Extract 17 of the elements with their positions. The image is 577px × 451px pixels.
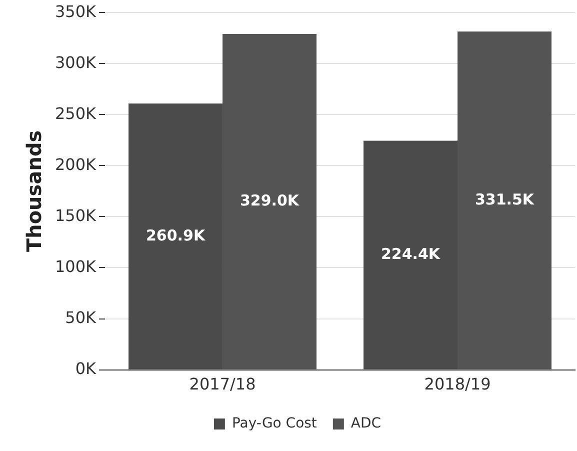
data-label: 260.9K — [146, 226, 206, 244]
y-tick-label: 300K — [55, 52, 97, 72]
y-tick-label: 50K — [65, 308, 97, 327]
y-tick-label: 250K — [55, 104, 97, 123]
data-label: 224.4K — [380, 244, 442, 263]
legend-label: ADC — [350, 416, 382, 432]
y-axis-title: Thousands — [22, 130, 46, 252]
legend-label: Pay-Go Cost — [232, 416, 318, 432]
y-tick-label: 200K — [55, 154, 97, 174]
y-tick-label: 100K — [55, 256, 97, 276]
x-tick-label: 2017/18 — [189, 374, 256, 394]
data-label: 329.0K — [240, 192, 300, 210]
y-tick-label: 350K — [55, 2, 97, 21]
data-label: 331.5K — [474, 190, 536, 208]
y-tick-label: 150K — [55, 206, 97, 225]
y-tick-label: 0K — [75, 358, 97, 378]
x-tick-label: 2018/19 — [424, 374, 491, 394]
